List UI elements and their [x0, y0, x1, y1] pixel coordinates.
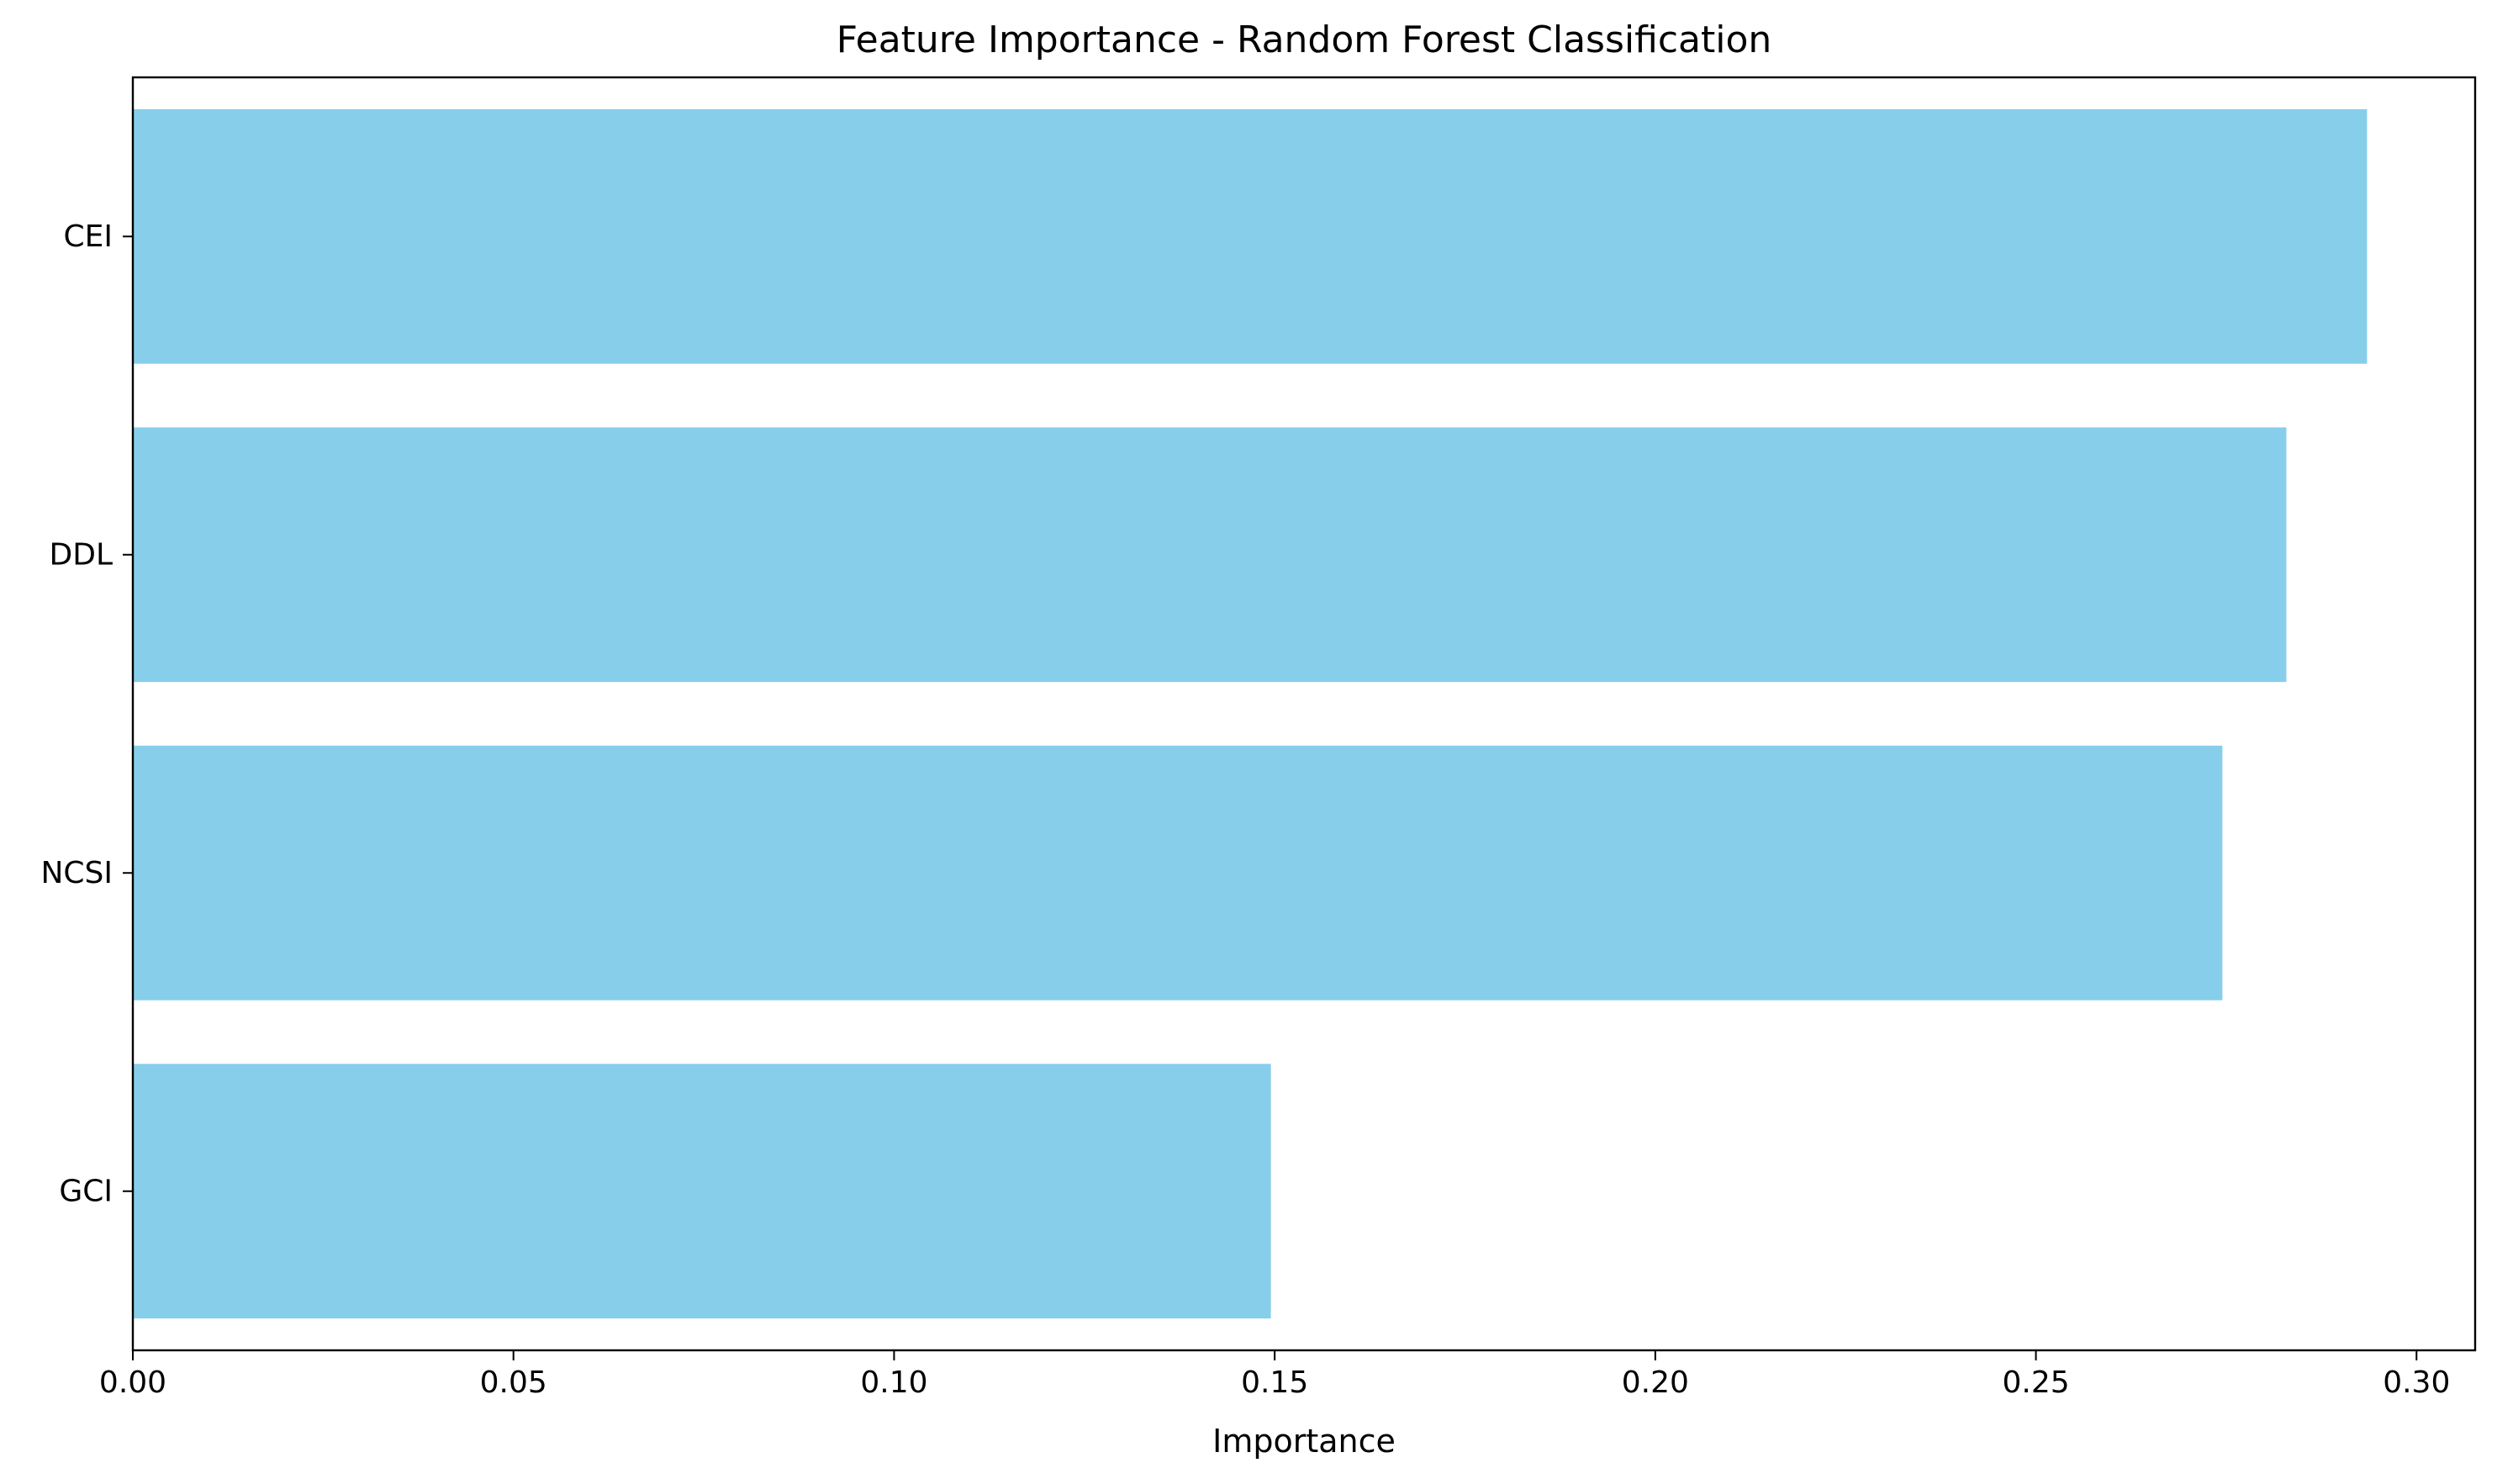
x-tick-label: 0.20 [1622, 1365, 1689, 1400]
y-tick-label-gci: GCI [59, 1174, 113, 1208]
x-tick-label: 0.30 [2383, 1365, 2450, 1400]
plot-frame [131, 76, 2477, 1352]
x-axis-label: Importance [1212, 1423, 1396, 1460]
x-tick-label: 0.10 [860, 1365, 927, 1400]
x-tick-label: 0.05 [480, 1365, 547, 1400]
x-tick-label: 0.00 [99, 1365, 166, 1400]
x-tick-label: 0.15 [1241, 1365, 1308, 1400]
y-tick-label-ddl: DDL [50, 537, 114, 572]
y-tick-label-ncsi: NCSI [40, 856, 113, 890]
bars-layer [133, 108, 2368, 1319]
bar-ncsi [133, 745, 2223, 1001]
x-tick-label: 0.25 [2002, 1365, 2069, 1400]
axes-layer: CEI DDL NCSI GCI 0.00 0.05 0.10 0.15 0.20 0.25 0.3… [40, 219, 2450, 1400]
bar-ddl [133, 427, 2287, 683]
bar-gci [133, 1064, 1271, 1319]
bar-cei [133, 108, 2368, 364]
chart-title: Feature Importance - Random Forest Class… [837, 18, 1772, 61]
y-tick-label-cei: CEI [64, 219, 114, 254]
